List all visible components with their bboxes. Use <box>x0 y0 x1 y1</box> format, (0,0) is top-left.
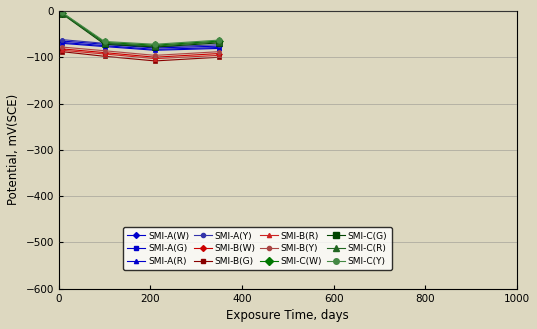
Y-axis label: Potential, mV(SCE): Potential, mV(SCE) <box>7 94 20 205</box>
X-axis label: Exposure Time, days: Exposure Time, days <box>227 309 349 322</box>
Legend: SMI-A(W), SMI-A(G), SMI-A(R), SMI-A(Y), SMI-B(W), SMI-B(G), SMI-B(R), SMI-B(Y), : SMI-A(W), SMI-A(G), SMI-A(R), SMI-A(Y), … <box>123 227 391 270</box>
